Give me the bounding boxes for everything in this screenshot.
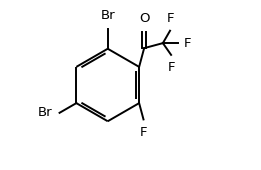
Text: O: O	[139, 12, 149, 24]
Text: F: F	[140, 126, 147, 139]
Text: Br: Br	[37, 106, 52, 119]
Text: F: F	[184, 37, 192, 50]
Text: F: F	[168, 61, 176, 74]
Text: Br: Br	[100, 9, 115, 22]
Text: F: F	[167, 12, 175, 25]
